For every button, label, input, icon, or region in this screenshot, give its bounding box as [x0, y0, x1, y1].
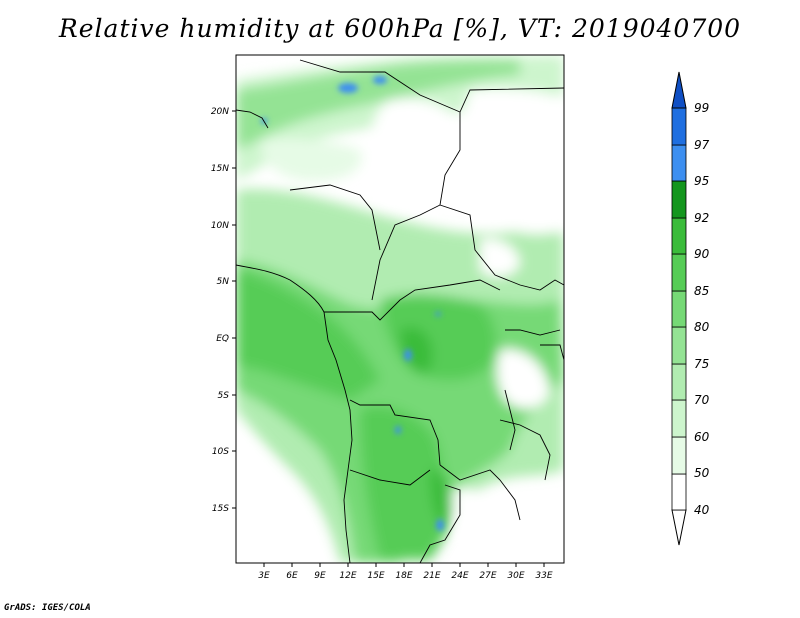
colorbar-label: 60 — [694, 430, 710, 444]
lat-label: 20N — [211, 107, 229, 117]
lon-label: 3E — [258, 571, 270, 581]
lat-label: 5N — [217, 277, 230, 287]
map-frame — [235, 54, 565, 564]
lat-label: 15S — [212, 504, 229, 514]
map-title: Relative humidity at 600hPa [%], VT: 201… — [58, 14, 742, 43]
colorbar-box — [671, 217, 687, 255]
colorbar-label: 40 — [694, 503, 710, 517]
humidity-field — [236, 55, 564, 563]
lon-label: 30E — [507, 571, 524, 581]
colorbar-label: 80 — [694, 320, 710, 334]
lon-label: 21E — [423, 571, 440, 581]
country-borders — [236, 59, 564, 563]
colorbar-label: 97 — [694, 138, 710, 152]
lon-label: 24E — [451, 571, 468, 581]
lon-label: 18E — [395, 571, 412, 581]
lon-label: 12E — [339, 571, 356, 581]
colorbar-box — [671, 363, 687, 401]
lat-label: 15N — [211, 164, 229, 174]
lat-label: 10N — [211, 221, 229, 231]
lon-label: 15E — [367, 571, 384, 581]
colorbar-label: 92 — [694, 211, 709, 225]
colorbar-upper-arrow — [671, 71, 687, 109]
colorbar — [671, 71, 687, 546]
colorbar-label: 90 — [694, 247, 710, 261]
colorbar-label: 99 — [694, 101, 709, 115]
colorbar-label: 85 — [694, 284, 709, 298]
colorbar-box — [671, 107, 687, 146]
colorbar-box — [671, 399, 687, 438]
colorbar-box — [671, 144, 687, 182]
colorbar-box — [671, 436, 687, 475]
footer-credit: GrADS: IGES/COLA — [4, 603, 91, 613]
colorbar-label: 70 — [694, 393, 710, 407]
lon-label: 33E — [535, 571, 552, 581]
colorbar-box — [671, 473, 687, 511]
lon-label: 27E — [479, 571, 496, 581]
lat-label: EQ — [216, 334, 229, 344]
colorbar-label: 50 — [694, 466, 710, 480]
lon-label: 6E — [286, 571, 298, 581]
lat-label: 10S — [212, 447, 229, 457]
colorbar-box — [671, 180, 687, 219]
colorbar-box — [671, 326, 687, 365]
lat-label: 5S — [218, 391, 230, 401]
lat-axis — [232, 110, 236, 509]
colorbar-label: 75 — [694, 357, 709, 371]
colorbar-box — [671, 290, 687, 328]
colorbar-box — [671, 253, 687, 292]
colorbar-label: 95 — [694, 174, 709, 188]
colorbar-lower-arrow — [671, 509, 687, 546]
lon-label: 9E — [314, 571, 326, 581]
lon-axis — [263, 563, 545, 567]
